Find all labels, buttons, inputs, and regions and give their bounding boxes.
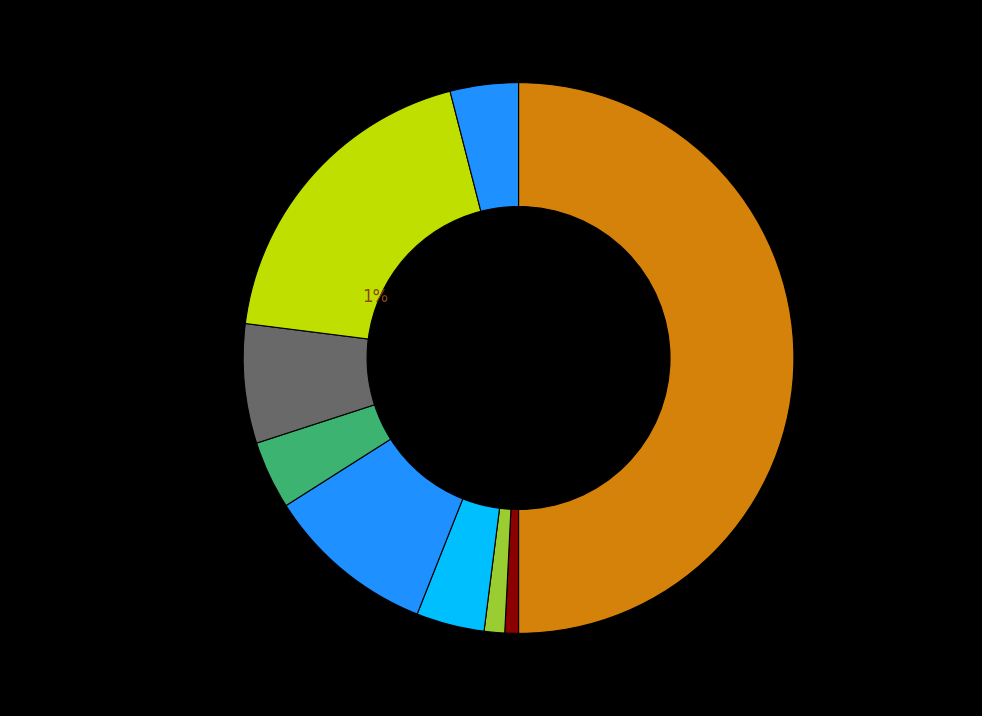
Wedge shape [256,405,391,505]
Wedge shape [417,499,500,632]
Wedge shape [450,82,518,211]
Wedge shape [518,82,793,634]
Text: 1%: 1% [362,289,389,306]
Wedge shape [286,439,463,614]
Wedge shape [484,508,511,633]
Wedge shape [505,509,518,634]
Wedge shape [244,324,374,443]
Wedge shape [246,91,481,339]
